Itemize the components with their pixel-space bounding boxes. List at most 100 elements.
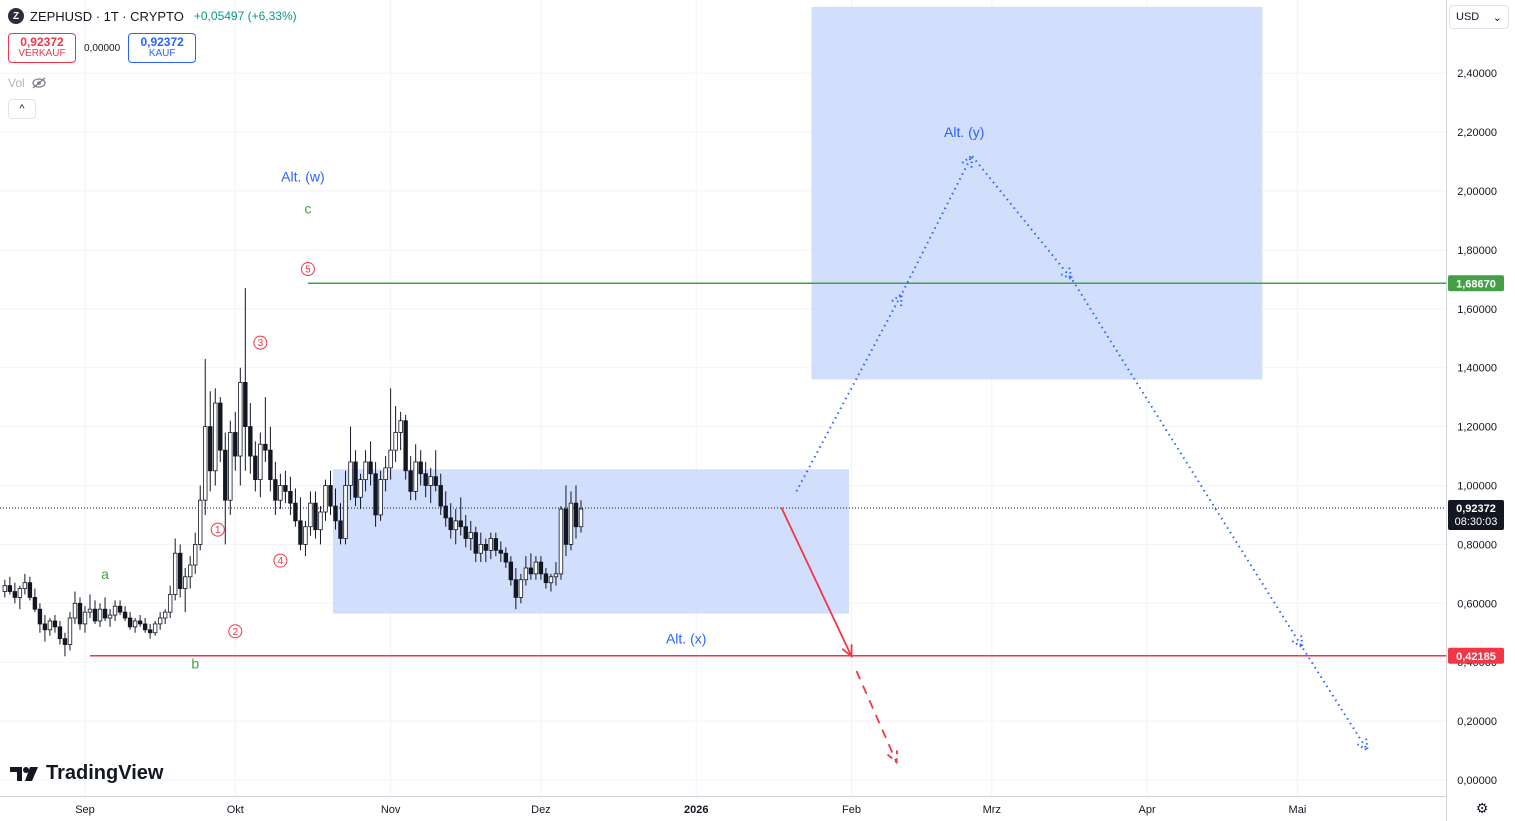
- candle: [117, 600, 123, 616]
- candle: [338, 503, 343, 545]
- candle: [383, 456, 388, 492]
- candle-body-up: [213, 402, 218, 472]
- wave-label: 1: [215, 525, 221, 536]
- candle-body-down: [218, 402, 223, 451]
- candle-body-up: [17, 588, 23, 598]
- wave-label: 3: [258, 338, 264, 349]
- candle: [2, 579, 8, 598]
- candle: [177, 544, 183, 598]
- currency-selector[interactable]: USD ⌄: [1449, 5, 1509, 29]
- candle: [97, 603, 103, 627]
- trade-panel: 0,92372 VERKAUF 0,00000 0,92372 KAUF: [8, 33, 197, 63]
- candle-body-up: [132, 620, 138, 628]
- symbol-title[interactable]: ZEPHUSD · 1T · CRYPTO: [30, 8, 184, 24]
- time-tick-label: Dez: [531, 804, 551, 816]
- candle: [488, 532, 494, 560]
- candle: [188, 556, 193, 589]
- candle-body-up: [72, 602, 78, 619]
- candle-body-down: [353, 461, 358, 498]
- candle-body-up: [193, 544, 198, 566]
- candle-body-down: [298, 520, 303, 545]
- wave-circle: [273, 553, 288, 568]
- candle-body-down: [273, 479, 278, 501]
- candle: [248, 403, 253, 474]
- candle: [333, 488, 338, 530]
- price-axis-bg: [1446, 0, 1515, 821]
- candle: [418, 450, 423, 486]
- time-axis-bg: [0, 796, 1446, 821]
- sell-button[interactable]: 0,92372 VERKAUF: [8, 33, 76, 63]
- candle-body-up: [358, 479, 363, 498]
- price-tick-label: 1,00000: [1457, 481, 1497, 493]
- candle-body-up: [388, 449, 393, 469]
- candle-body-down: [177, 552, 183, 589]
- price-tick-label: 0,00000: [1457, 775, 1497, 787]
- candle-body-down: [253, 455, 258, 481]
- candle-body-down: [493, 538, 499, 551]
- candle: [283, 470, 288, 504]
- price-change: +0,05497 (+6,33%): [193, 9, 297, 23]
- candle: [353, 450, 358, 507]
- candle-body-up: [478, 544, 483, 554]
- candle: [7, 576, 13, 595]
- buy-button[interactable]: 0,92372 KAUF: [128, 33, 197, 63]
- candle: [157, 612, 163, 630]
- candle: [182, 567, 188, 613]
- price-tick-label: 0,60000: [1457, 598, 1497, 610]
- candle-body-up: [2, 585, 8, 592]
- candle-body-up: [533, 561, 539, 575]
- candle: [368, 441, 373, 486]
- candle: [42, 615, 48, 642]
- candle: [112, 600, 118, 621]
- candle: [273, 461, 278, 515]
- candle: [57, 620, 63, 645]
- chevron-up-icon: ^: [19, 103, 25, 115]
- candle: [47, 618, 53, 636]
- candle-body-down: [443, 505, 448, 519]
- time-tick-label: Nov: [381, 804, 401, 816]
- candle: [32, 588, 38, 613]
- candle-body-down: [52, 620, 58, 628]
- candle: [162, 609, 168, 624]
- candle-body-up: [162, 611, 168, 619]
- candle-body-up: [323, 485, 328, 513]
- candle: [122, 606, 128, 621]
- eye-hidden-icon[interactable]: [31, 77, 47, 89]
- candle-body-down: [122, 611, 128, 619]
- wave-label: 4: [278, 556, 284, 567]
- time-tick-label: 2026: [684, 804, 708, 816]
- wave-label: c: [304, 201, 311, 217]
- price-axis: 0,000000,200000,400000,600000,800001,000…: [1446, 0, 1515, 821]
- candle-body-down: [528, 567, 534, 575]
- candle-body-down: [463, 526, 468, 539]
- candle-body-down: [573, 502, 579, 528]
- candle: [253, 441, 258, 492]
- price-tick-label: 0,80000: [1457, 539, 1497, 551]
- candle: [233, 411, 238, 471]
- candle-body-up: [548, 576, 554, 584]
- candle-body-down: [263, 443, 268, 451]
- candle-body-up: [488, 538, 494, 551]
- wave-circle: [300, 262, 315, 277]
- candle-body-up: [343, 485, 348, 539]
- time-tick-label: Sep: [75, 804, 95, 816]
- last-price-label: 0,92372: [1456, 503, 1496, 515]
- candle: [228, 420, 233, 515]
- tradingview-logo[interactable]: TradingView: [10, 762, 163, 785]
- candle: [102, 597, 108, 621]
- candle: [37, 603, 43, 633]
- tradingview-mark-icon: [10, 766, 38, 781]
- candle: [303, 520, 308, 557]
- candle: [323, 479, 328, 521]
- spread-value: 0,00000: [84, 42, 121, 54]
- candle-body-down: [62, 638, 68, 645]
- candle-body-down: [137, 620, 143, 625]
- settings-gear-icon[interactable]: ⚙: [1475, 799, 1489, 816]
- candle-body-down: [127, 617, 133, 628]
- candle-body-down: [243, 382, 248, 427]
- symbol-header: Z ZEPHUSD · 1T · CRYPTO +0,05497 (+6,33%…: [8, 8, 297, 24]
- candle: [423, 461, 428, 498]
- collapse-legend-button[interactable]: ^: [8, 99, 36, 119]
- candle-body-up: [188, 564, 193, 578]
